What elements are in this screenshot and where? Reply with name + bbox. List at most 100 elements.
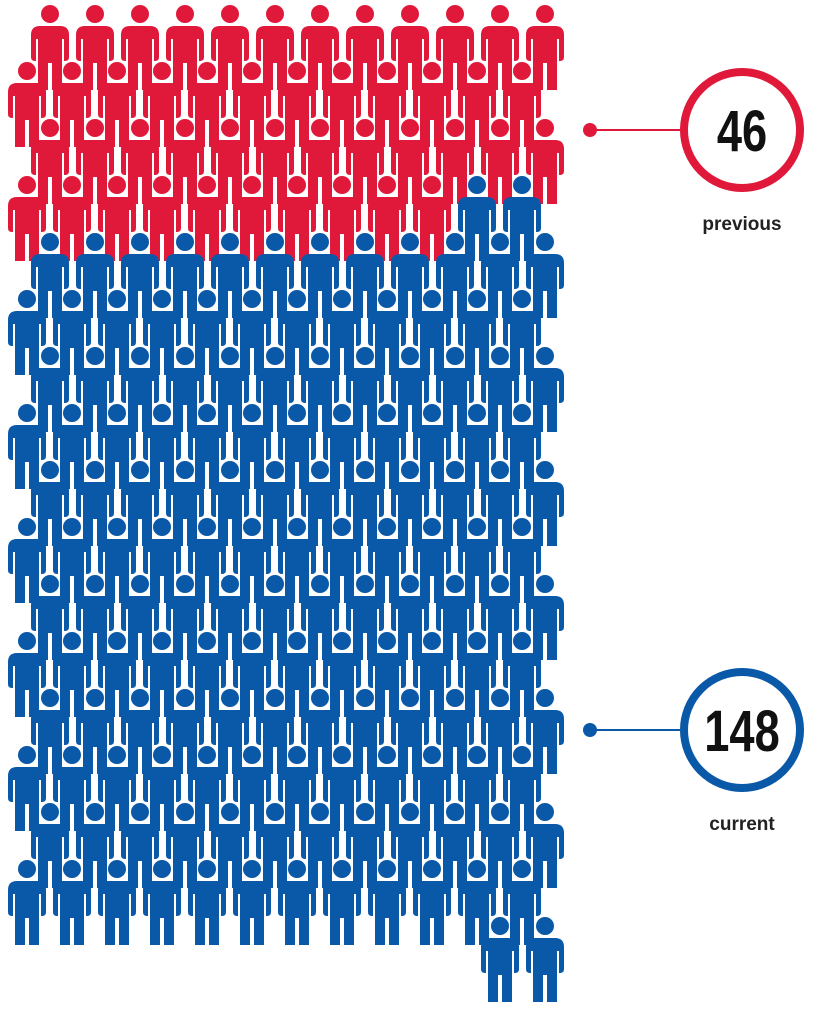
person-body — [8, 767, 46, 831]
person-icon — [278, 62, 316, 147]
person-head — [243, 632, 261, 650]
person-icon — [166, 689, 204, 774]
person-body — [233, 653, 271, 717]
pictogram — [8, 5, 564, 1002]
person-body — [8, 83, 46, 147]
person-icon — [391, 575, 429, 660]
person-body — [346, 824, 384, 888]
value-label: 148 — [704, 700, 779, 765]
person-icon — [121, 803, 159, 888]
person-icon — [413, 632, 451, 717]
person-body — [233, 425, 271, 489]
person-icon — [98, 860, 136, 945]
person-body — [8, 311, 46, 375]
person-head — [221, 5, 239, 23]
person-body — [53, 425, 91, 489]
person-body — [188, 311, 226, 375]
person-icon — [436, 461, 474, 546]
person-head — [131, 233, 149, 251]
person-icon — [458, 746, 496, 831]
person-head — [401, 461, 419, 479]
person-body — [121, 596, 159, 660]
person-icon — [346, 347, 384, 432]
person-icon — [188, 860, 226, 945]
person-body — [53, 539, 91, 603]
person-head — [266, 575, 284, 593]
person-head — [18, 176, 36, 194]
person-head — [86, 5, 104, 23]
person-icon — [8, 62, 46, 147]
person-head — [356, 461, 374, 479]
person-head — [243, 62, 261, 80]
person-head — [311, 5, 329, 23]
person-icon — [233, 62, 271, 147]
person-body — [368, 83, 406, 147]
person-head — [198, 860, 216, 878]
person-icon — [391, 803, 429, 888]
person-head — [176, 575, 194, 593]
person-body — [526, 824, 564, 888]
person-body — [413, 311, 451, 375]
person-head — [513, 746, 531, 764]
person-body — [76, 254, 114, 318]
person-head — [311, 803, 329, 821]
person-icon — [256, 689, 294, 774]
person-icon — [53, 290, 91, 375]
person-icon — [346, 689, 384, 774]
person-body — [391, 824, 429, 888]
person-icon — [436, 5, 474, 90]
person-icon — [413, 518, 451, 603]
person-body — [31, 824, 69, 888]
person-icon — [53, 632, 91, 717]
person-icon — [436, 347, 474, 432]
person-body — [166, 710, 204, 774]
person-body — [436, 368, 474, 432]
person-body — [413, 197, 451, 261]
person-body — [188, 197, 226, 261]
person-icon — [301, 347, 339, 432]
person-icon — [323, 404, 361, 489]
person-icon — [188, 632, 226, 717]
person-body — [368, 539, 406, 603]
person-icon — [413, 62, 451, 147]
person-head — [63, 176, 81, 194]
person-body — [143, 197, 181, 261]
person-icon — [31, 119, 69, 204]
person-head — [198, 176, 216, 194]
callouts: 46 previous 148 current — [583, 68, 804, 835]
person-head — [266, 119, 284, 137]
person-body — [413, 767, 451, 831]
person-head — [468, 176, 486, 194]
person-head — [536, 5, 554, 23]
person-body — [256, 482, 294, 546]
person-head — [401, 233, 419, 251]
person-head — [131, 461, 149, 479]
person-icon — [211, 347, 249, 432]
person-icon — [98, 632, 136, 717]
person-head — [446, 347, 464, 365]
person-icon — [31, 233, 69, 318]
person-head — [153, 62, 171, 80]
person-icon — [76, 575, 114, 660]
person-body — [391, 596, 429, 660]
person-head — [63, 290, 81, 308]
person-head — [63, 404, 81, 422]
person-head — [108, 518, 126, 536]
person-body — [76, 710, 114, 774]
person-head — [356, 119, 374, 137]
person-head — [536, 119, 554, 137]
person-head — [401, 347, 419, 365]
person-body — [31, 482, 69, 546]
person-body — [301, 596, 339, 660]
person-icon — [278, 632, 316, 717]
person-head — [243, 290, 261, 308]
person-head — [491, 575, 509, 593]
person-head — [356, 233, 374, 251]
person-head — [491, 233, 509, 251]
person-head — [423, 632, 441, 650]
person-body — [53, 653, 91, 717]
person-body — [76, 140, 114, 204]
person-icon — [413, 404, 451, 489]
person-head — [41, 461, 59, 479]
person-body — [481, 140, 519, 204]
